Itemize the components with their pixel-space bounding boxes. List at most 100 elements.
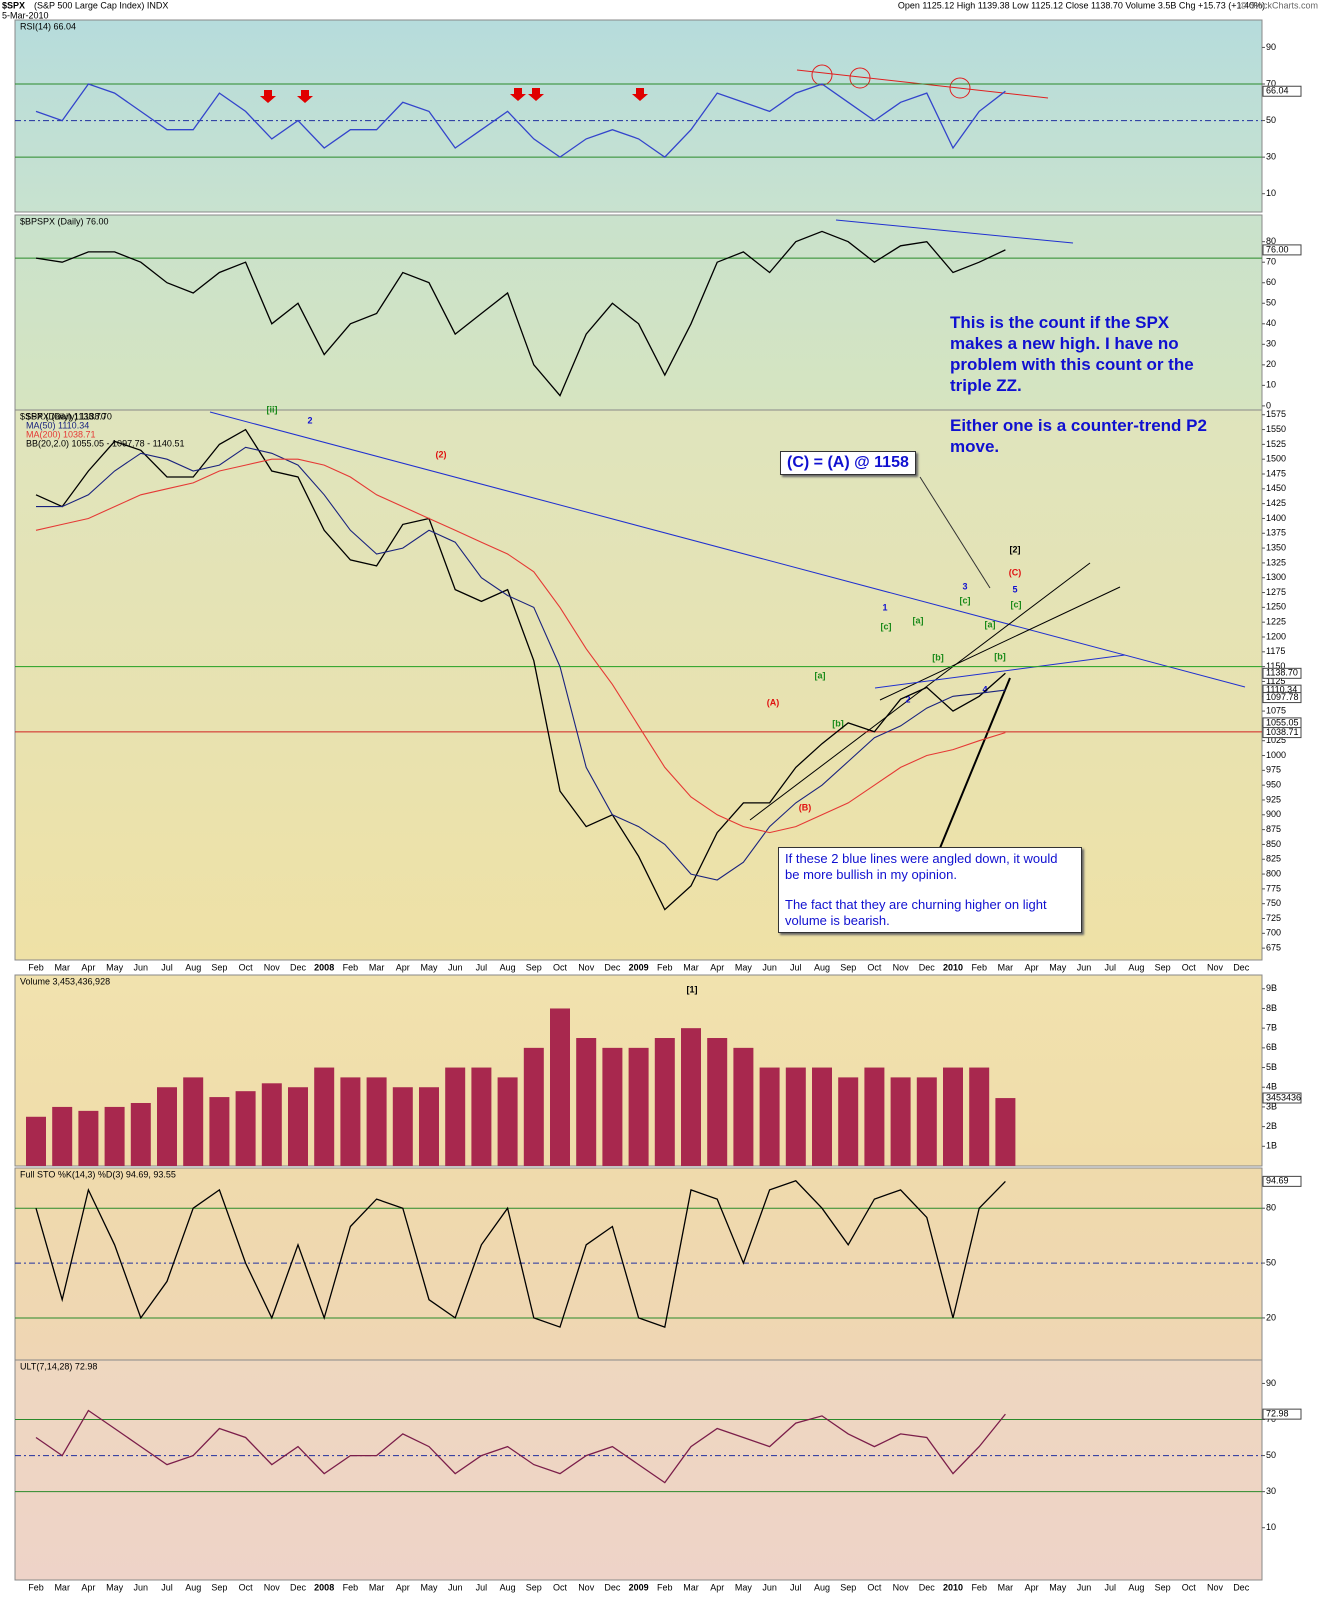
- wave-label: [1]: [687, 984, 698, 994]
- y-tick-label: 50: [1266, 298, 1276, 308]
- y-tick-label: 10: [1266, 1522, 1276, 1532]
- x-tick-label: Feb: [657, 1582, 673, 1592]
- x-tick-label: Dec: [1233, 1582, 1250, 1592]
- volume-bar: [78, 1110, 99, 1166]
- panel-title: ULT(7,14,28) 72.98: [20, 1361, 97, 1371]
- x-tick-label: Sep: [211, 1582, 227, 1592]
- x-tick-label: Oct: [239, 1582, 254, 1592]
- y-tick-label: 50: [1266, 1450, 1276, 1460]
- volume-bar: [209, 1097, 230, 1166]
- x-tick-label: 2010: [943, 1582, 963, 1592]
- panel-title: Full STO %K(14,3) %D(3) 94.69, 93.55: [20, 1169, 176, 1179]
- volume-bar: [26, 1116, 46, 1166]
- x-tick-label: Oct: [239, 962, 254, 972]
- volume-bar: [812, 1067, 832, 1166]
- y-tick-label: 40: [1266, 318, 1276, 328]
- y-tick-label: 60: [1266, 277, 1276, 287]
- y-tick-label: 10: [1266, 188, 1276, 198]
- volume-bar: [314, 1067, 335, 1166]
- x-tick-label: Aug: [185, 1582, 201, 1592]
- x-tick-label: May: [420, 962, 438, 972]
- x-tick-label: Jul: [161, 1582, 173, 1592]
- panel-title: $SPX (Daily) 1138.70: [20, 411, 106, 421]
- note-text: The fact that they are churning higher o…: [785, 897, 1047, 928]
- y-tick-label: 80: [1266, 1203, 1276, 1213]
- y-tick-label: 10: [1266, 380, 1276, 390]
- x-tick-label: Apr: [81, 962, 95, 972]
- y-tick-label: 80: [1266, 236, 1276, 246]
- x-tick-label: May: [106, 1582, 124, 1592]
- y-tick-label: 1325: [1266, 557, 1286, 567]
- panel-bg: [14, 1167, 1263, 1361]
- volume-bar: [838, 1077, 859, 1166]
- x-tick-label: Oct: [553, 962, 568, 972]
- x-tick-label: May: [106, 962, 124, 972]
- wave-label: 1: [882, 602, 887, 612]
- x-tick-label: Aug: [500, 962, 516, 972]
- x-tick-label: Feb: [28, 962, 44, 972]
- arrows: [260, 88, 648, 103]
- x-tick-label: May: [1049, 1582, 1067, 1592]
- x-tick-label: Dec: [290, 962, 307, 972]
- y-tick-label: 1300: [1266, 572, 1286, 582]
- x-tick-label: Nov: [893, 962, 910, 972]
- end-label: 1097.78: [1266, 692, 1299, 702]
- arrow: [528, 88, 544, 101]
- y-tick-label: 3B: [1266, 1101, 1277, 1111]
- y-tick-label: 1275: [1266, 587, 1286, 597]
- panel-title: RSI(14) 66.04: [20, 21, 76, 31]
- x-tick-label: Jul: [476, 962, 488, 972]
- series-line: [35, 83, 1006, 158]
- x-tick-label: Aug: [814, 962, 830, 972]
- y-tick-label: 30: [1266, 339, 1276, 349]
- trendline: [749, 562, 1091, 821]
- x-tick-label: Feb: [343, 962, 359, 972]
- x-tick-label: Jun: [762, 962, 777, 972]
- volume-bar: [157, 1087, 177, 1166]
- x-tick-label: May: [735, 1582, 753, 1592]
- panel-title: Volume 3,453,436,928: [20, 976, 110, 986]
- x-tick-label: Mar: [683, 962, 699, 972]
- callout-line: [919, 476, 991, 589]
- y-tick-label: 1350: [1266, 542, 1286, 552]
- y-tick-label: 70: [1266, 78, 1276, 88]
- x-tick-label: Sep: [1155, 962, 1171, 972]
- volume-bar: [733, 1047, 754, 1166]
- series-line: [36, 446, 1006, 881]
- x-tick-label: Mar: [369, 962, 385, 972]
- y-tick-label: 1175: [1266, 646, 1285, 656]
- wave-label: 2: [905, 694, 910, 704]
- volume-bar: [235, 1091, 256, 1166]
- y-tick-label: 1125: [1266, 676, 1285, 686]
- end-label: 94.69: [1266, 1176, 1289, 1186]
- x-tick-label: Aug: [1128, 1582, 1144, 1592]
- arrow: [632, 88, 648, 101]
- series-line: [35, 1180, 1006, 1328]
- y-tick-label: 90: [1266, 1378, 1276, 1388]
- x-tick-label: Jun: [134, 1582, 149, 1592]
- date: 5-Mar-2010: [2, 10, 49, 20]
- end-label: 1055.05: [1266, 717, 1299, 727]
- x-tick-label: Mar: [998, 1582, 1014, 1592]
- x-tick-label: Dec: [919, 1582, 936, 1592]
- x-tick-label: 2010: [943, 962, 963, 972]
- x-tick-label: 2008: [314, 1582, 334, 1592]
- circle: [849, 67, 871, 89]
- x-tick-label: Nov: [1207, 1582, 1224, 1592]
- x-tick-label: Mar: [54, 962, 70, 972]
- volume-bar: [392, 1087, 413, 1166]
- y-tick-label: 1250: [1266, 602, 1286, 612]
- volume-bar: [759, 1067, 780, 1166]
- y-tick-label: 1075: [1266, 705, 1286, 715]
- y-tick-label: 1550: [1266, 424, 1286, 434]
- x-tick-label: Feb: [343, 1582, 359, 1592]
- x-tick-label: Jul: [1104, 1582, 1116, 1592]
- volume-bar: [602, 1047, 623, 1166]
- wave-label: [c]: [881, 621, 892, 631]
- panel-bg: [14, 19, 1263, 213]
- wave-label: 4: [982, 684, 987, 694]
- wave-label: [c]: [1011, 599, 1022, 609]
- wave-label: [a]: [985, 619, 996, 629]
- y-tick-label: 1475: [1266, 468, 1286, 478]
- x-tick-label: Jul: [476, 1582, 488, 1592]
